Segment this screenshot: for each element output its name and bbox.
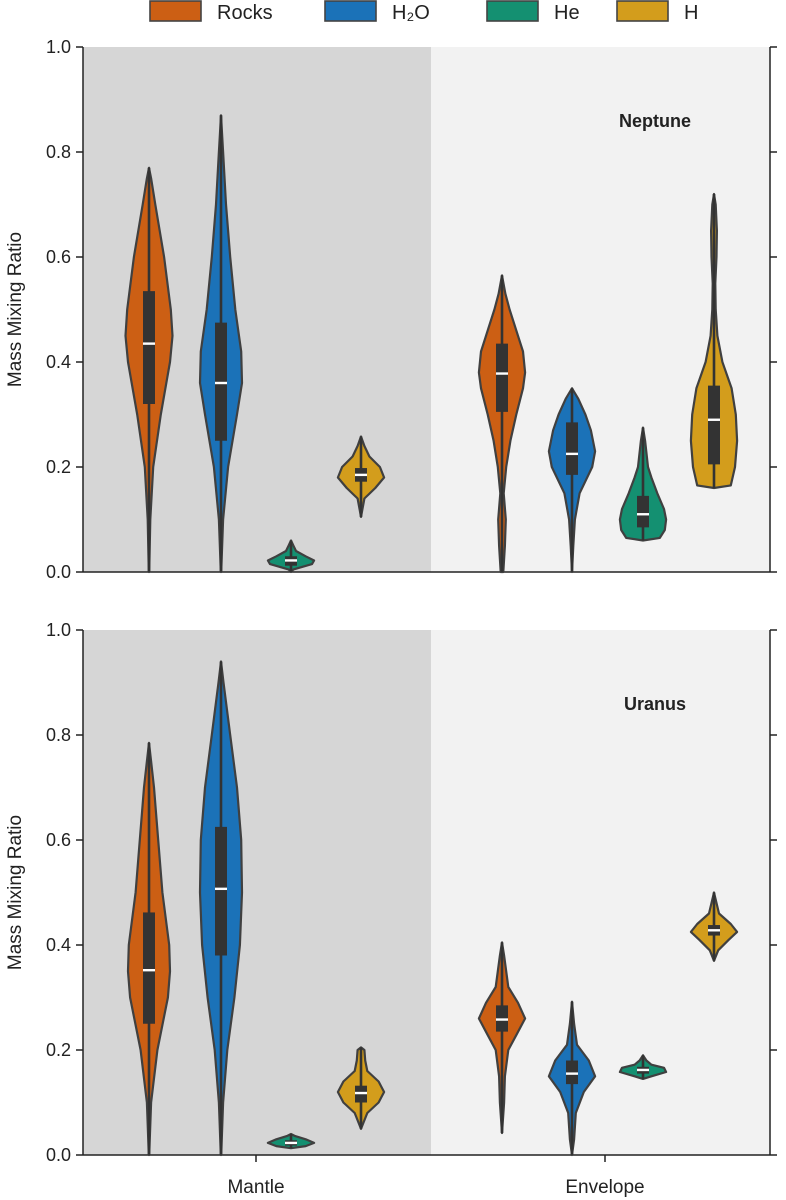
violin-he-envelope bbox=[618, 1054, 668, 1080]
legend-label: Rocks bbox=[217, 2, 273, 24]
chart-panels: Neptune 0.0 0.2 0.4 0.6 0.8 1.0 Mass Mixing Rat… bbox=[5, 37, 777, 1165]
violin-rocks-mantle bbox=[124, 166, 174, 574]
violin-rocks-envelope bbox=[477, 941, 527, 1135]
violin-iqr-box bbox=[566, 422, 578, 475]
legend: Rocks H₂O He H bbox=[149, 0, 698, 24]
violin-he-envelope bbox=[618, 426, 668, 542]
y-tick-label: 1.0 bbox=[46, 37, 71, 57]
legend-item-rocks: Rocks bbox=[149, 0, 273, 24]
y-tick-label: 0.6 bbox=[46, 247, 71, 267]
x-axis-categories: Mantle Envelope bbox=[227, 1155, 645, 1198]
violin-iqr-box bbox=[637, 495, 649, 528]
y-tick-label: 0.8 bbox=[46, 142, 71, 162]
violin-he-mantle bbox=[266, 539, 316, 574]
legend-label: H bbox=[684, 2, 698, 24]
violin-rocks-mantle bbox=[126, 741, 172, 1157]
y-axis-label: Mass Mixing Ratio bbox=[5, 232, 26, 387]
violin-h-o-mantle bbox=[198, 660, 244, 1157]
legend-swatch bbox=[324, 0, 377, 22]
legend-swatch bbox=[616, 0, 669, 22]
envelope-region bbox=[431, 47, 770, 572]
legend-item-h-o: H₂O bbox=[324, 0, 430, 24]
y-tick-label: 0.0 bbox=[46, 1145, 71, 1165]
y-tick-label: 0.8 bbox=[46, 725, 71, 745]
panel-title: Neptune bbox=[619, 111, 691, 131]
violin-h-o-envelope bbox=[547, 387, 597, 574]
y-tick-label: 1.0 bbox=[46, 620, 71, 640]
violin-h-envelope bbox=[689, 891, 739, 962]
legend-item-he: He bbox=[486, 0, 580, 24]
violin-h-mantle bbox=[336, 1046, 386, 1130]
panel-neptune: Neptune 0.0 0.2 0.4 0.6 0.8 1.0 Mass Mixing Rat… bbox=[5, 37, 777, 582]
legend-label: H₂O bbox=[392, 2, 430, 24]
y-tick-label: 0.4 bbox=[46, 352, 71, 372]
legend-label: He bbox=[554, 2, 580, 24]
violin-iqr-box bbox=[143, 912, 155, 1024]
violin-h-envelope bbox=[689, 192, 739, 490]
y-axis-label: Mass Mixing Ratio bbox=[5, 815, 26, 970]
violin-iqr-box bbox=[215, 826, 227, 956]
y-tick-label: 0.2 bbox=[46, 1040, 71, 1060]
violin-h-o-mantle bbox=[198, 114, 244, 574]
violin-iqr-box bbox=[708, 385, 720, 465]
violin-iqr-box bbox=[566, 1060, 578, 1085]
legend-swatch bbox=[486, 0, 539, 22]
legend-swatch bbox=[149, 0, 202, 22]
x-category-label-envelope: Envelope bbox=[565, 1177, 644, 1198]
panel-title: Uranus bbox=[624, 694, 686, 714]
panel-uranus: Uranus 0.0 0.2 0.4 0.6 0.8 1.0 Mass Mixing Rati… bbox=[5, 620, 777, 1165]
violin-iqr-box bbox=[496, 343, 508, 412]
y-tick-label: 0.2 bbox=[46, 457, 71, 477]
violin-rocks-envelope bbox=[477, 274, 527, 574]
violin-iqr-box bbox=[215, 322, 227, 441]
violin-h-mantle bbox=[336, 435, 386, 518]
violin-h-o-envelope bbox=[547, 1000, 597, 1157]
legend-item-h: H bbox=[616, 0, 698, 24]
violin-iqr-box bbox=[143, 291, 155, 404]
y-tick-label: 0.6 bbox=[46, 830, 71, 850]
x-category-label-mantle: Mantle bbox=[227, 1177, 284, 1198]
envelope-region bbox=[431, 630, 770, 1155]
y-tick-label: 0.0 bbox=[46, 562, 71, 582]
violin-he-mantle bbox=[266, 1132, 316, 1150]
y-tick-label: 0.4 bbox=[46, 935, 71, 955]
